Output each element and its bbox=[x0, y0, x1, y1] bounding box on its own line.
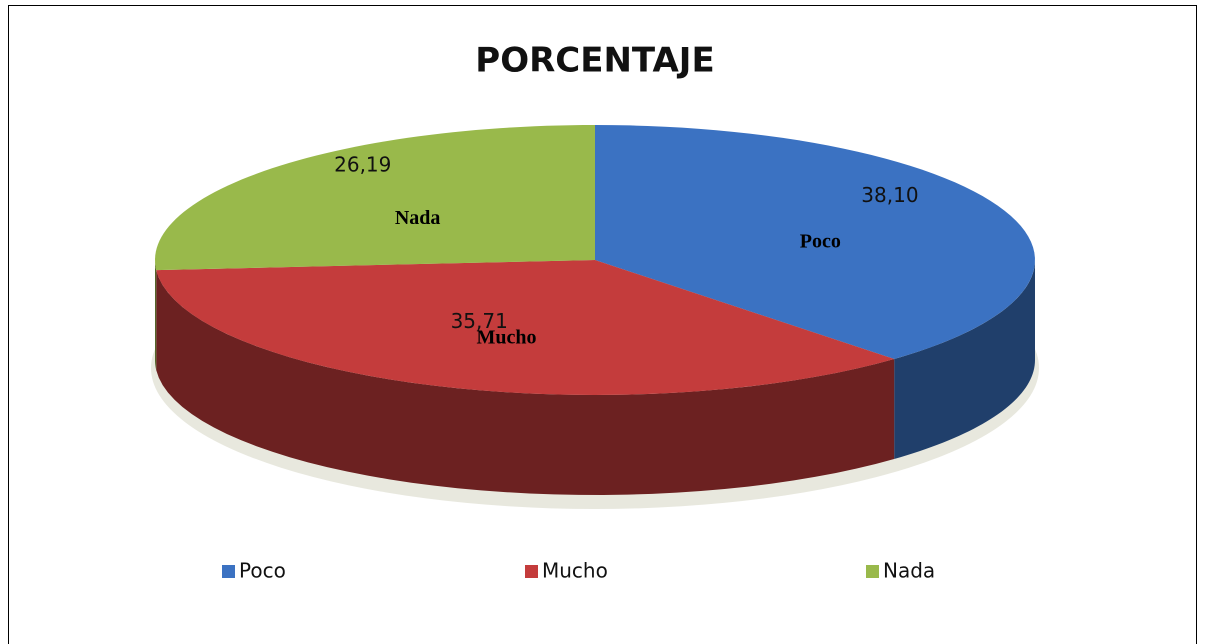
pie-side bbox=[894, 260, 1035, 459]
slice-label: Poco bbox=[800, 230, 841, 252]
legend-label: Mucho bbox=[542, 559, 608, 583]
pie-side bbox=[156, 270, 895, 495]
pie-slice bbox=[156, 260, 895, 395]
pie-slice bbox=[155, 125, 596, 271]
pie-side bbox=[155, 260, 157, 371]
legend-label: Nada bbox=[883, 559, 935, 583]
slice-label: Mucho bbox=[477, 327, 537, 349]
pie-slice bbox=[595, 125, 1035, 359]
value-label: 38,10 bbox=[861, 183, 918, 207]
value-label: 26,19 bbox=[334, 152, 391, 176]
slice-label: Nada bbox=[395, 207, 441, 229]
legend-swatch bbox=[866, 565, 879, 578]
legend-label: Poco bbox=[239, 559, 286, 583]
chart-title: PORCENTAJE bbox=[475, 41, 714, 81]
value-label: 35,71 bbox=[451, 309, 508, 333]
legend-swatch bbox=[525, 565, 538, 578]
legend-swatch bbox=[222, 565, 235, 578]
